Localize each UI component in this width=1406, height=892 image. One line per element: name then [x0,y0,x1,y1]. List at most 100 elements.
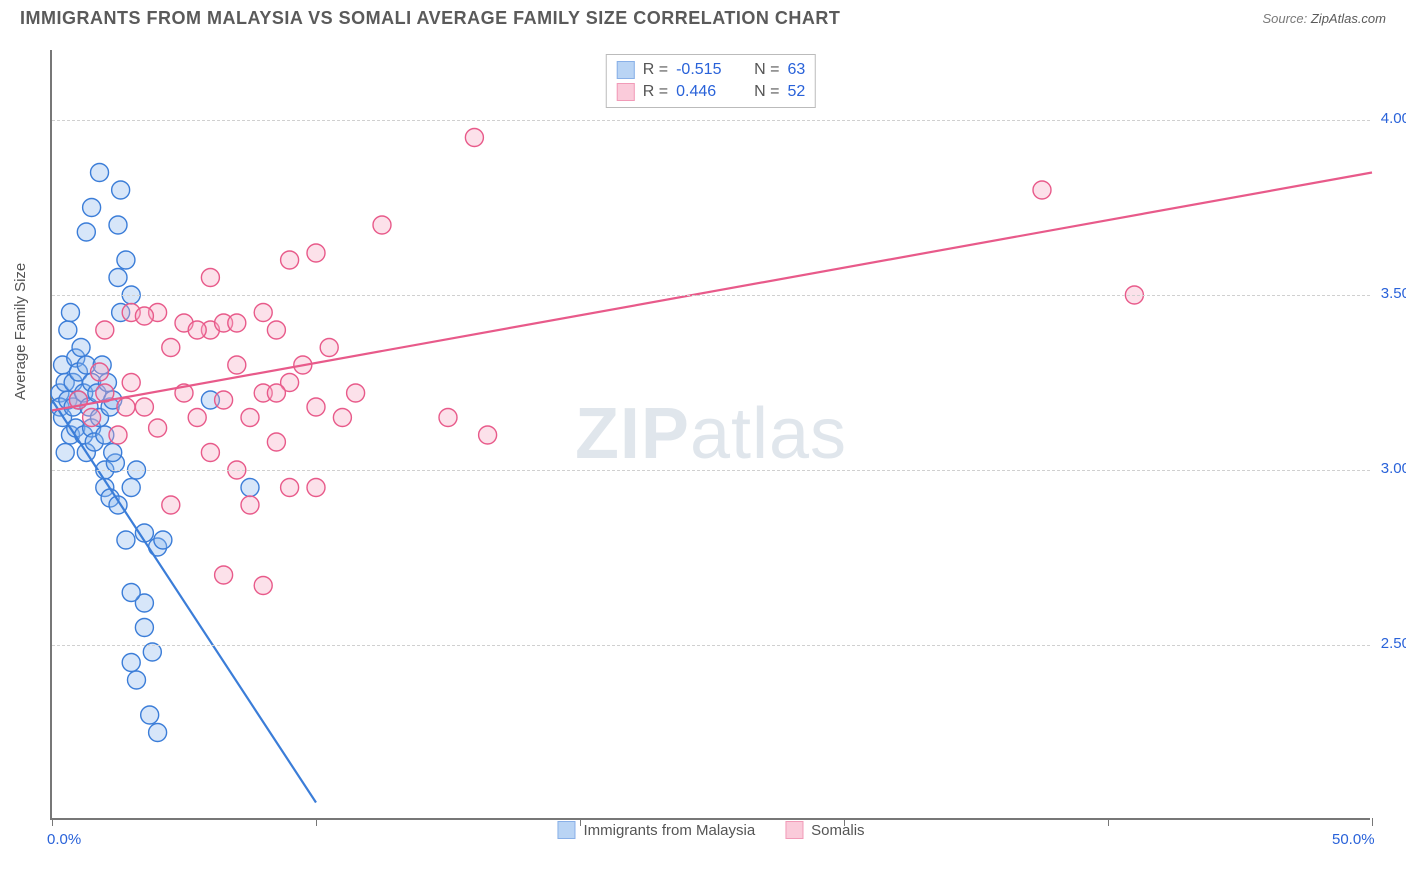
data-point [228,314,246,332]
data-point [267,384,285,402]
data-point [201,269,219,287]
y-tick-label: 3.50 [1381,285,1406,302]
data-point [96,321,114,339]
n-label: N = [754,83,779,101]
data-point [122,654,140,672]
x-tick-label: 50.0% [1332,831,1375,848]
correlation-legend: R = -0.515 N = 63 R = 0.446 N = 52 [606,54,816,108]
data-point [281,479,299,497]
data-point [188,321,206,339]
series-legend: Immigrants from Malaysia Somalis [557,821,864,839]
data-point [215,391,233,409]
regression-line [52,400,316,803]
data-point [254,577,272,595]
legend-row: R = 0.446 N = 52 [617,81,805,103]
gridline [52,645,1370,646]
x-tick-label: 0.0% [47,831,81,848]
scatter-svg [52,50,1370,818]
legend-item: Somalis [785,821,864,839]
x-tick [1372,818,1373,826]
x-tick [52,818,53,826]
data-point [77,223,95,241]
data-point [241,409,259,427]
data-point [215,566,233,584]
legend-row: R =-0.515N =63 [617,59,805,81]
data-point [135,619,153,637]
legend-item: Immigrants from Malaysia [557,821,755,839]
x-tick [580,818,581,826]
y-axis-label: Average Family Size [12,263,29,400]
data-point [281,251,299,269]
data-point [72,339,90,357]
data-point [83,199,101,217]
data-point [91,363,109,381]
data-point [135,398,153,416]
chart-plot-area: ZIPatlas R =-0.515N =63R =0.446N =52 Imm… [50,50,1370,820]
data-point [122,479,140,497]
data-point [1033,181,1051,199]
x-tick [844,818,845,826]
data-point [56,444,74,462]
data-point [112,181,130,199]
x-tick [316,818,317,826]
data-point [347,384,365,402]
r-value: 0.446 [676,83,736,101]
data-point [104,444,122,462]
data-point [254,304,272,322]
data-point [122,584,140,602]
r-label: R = [643,61,668,79]
data-point [149,419,167,437]
data-point [188,409,206,427]
data-point [307,479,325,497]
data-point [109,426,127,444]
n-value: 52 [787,83,805,101]
data-point [320,339,338,357]
data-point [465,129,483,147]
data-point [109,216,127,234]
data-point [135,307,153,325]
data-point [162,496,180,514]
data-point [117,398,135,416]
data-point [61,304,79,322]
data-point [241,479,259,497]
data-point [59,321,77,339]
gridline [52,470,1370,471]
data-point [117,531,135,549]
data-point [307,244,325,262]
r-value: -0.515 [676,61,736,79]
x-tick [1108,818,1109,826]
y-tick-label: 4.00 [1381,110,1406,127]
page-title: IMMIGRANTS FROM MALAYSIA VS SOMALI AVERA… [20,8,840,29]
legend-swatch [617,61,635,79]
data-point [83,409,101,427]
y-tick-label: 2.50 [1381,635,1406,652]
legend-swatch [617,83,635,101]
legend-series-name: Somalis [811,822,864,839]
data-point [162,339,180,357]
data-point [122,374,140,392]
source-attribution: Source: ZipAtlas.com [1262,11,1386,26]
data-point [149,724,167,742]
gridline [52,295,1370,296]
data-point [117,251,135,269]
r-label: R = [643,83,668,101]
data-point [109,269,127,287]
source-link[interactable]: ZipAtlas.com [1311,11,1386,26]
data-point [439,409,457,427]
data-point [91,164,109,182]
data-point [141,706,159,724]
data-point [479,426,497,444]
legend-series-name: Immigrants from Malaysia [583,822,755,839]
data-point [333,409,351,427]
source-prefix: Source: [1262,11,1310,26]
y-tick-label: 3.00 [1381,460,1406,477]
data-point [228,356,246,374]
legend-swatch [785,821,803,839]
data-point [201,444,219,462]
data-point [307,398,325,416]
data-point [127,671,145,689]
legend-swatch [557,821,575,839]
data-point [241,496,259,514]
data-point [154,531,172,549]
n-value: 63 [787,61,805,79]
